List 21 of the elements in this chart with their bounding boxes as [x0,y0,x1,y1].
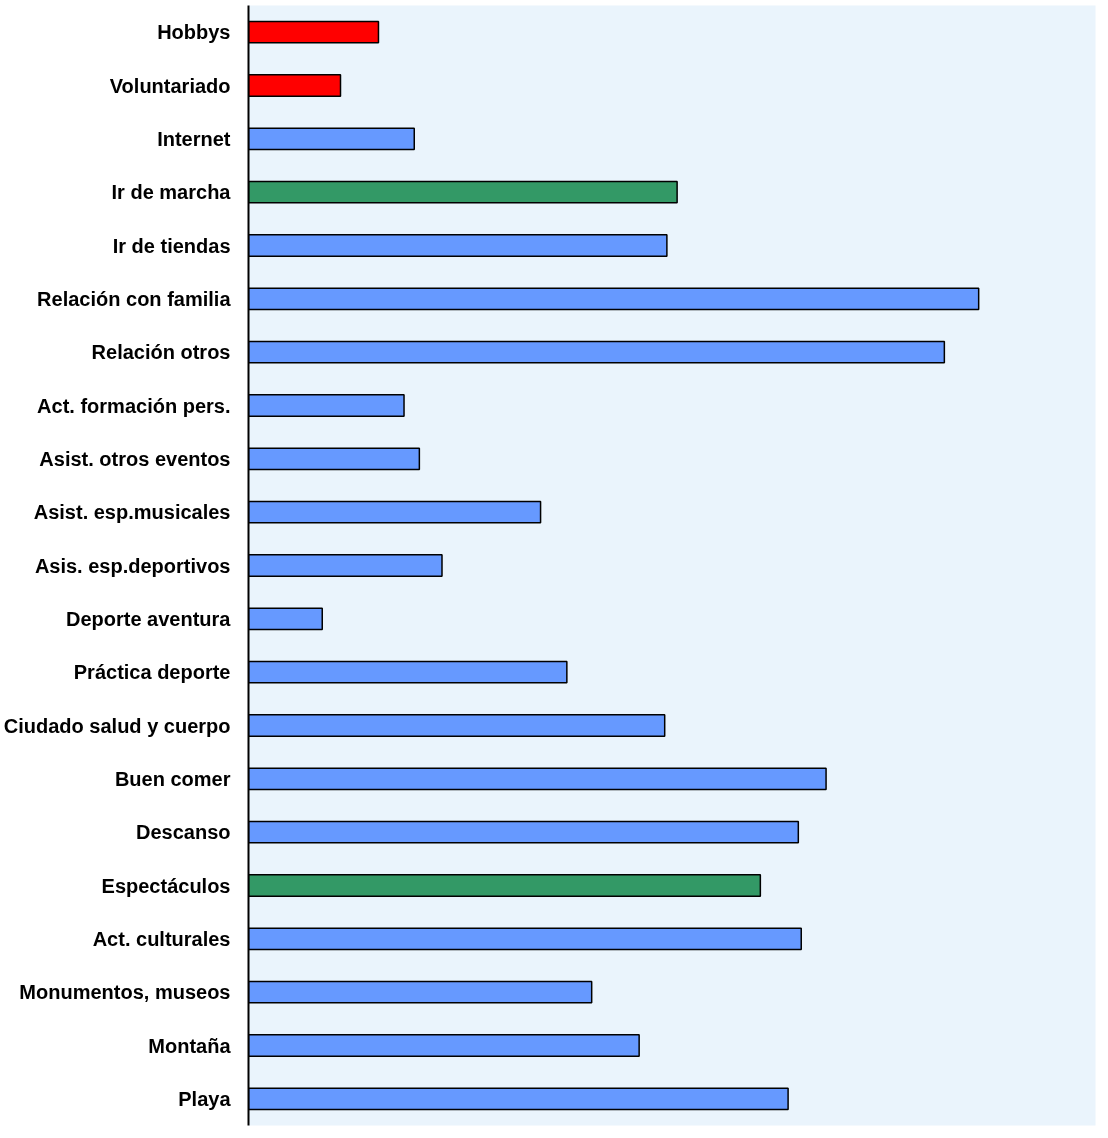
y-tick-label: Ciudado salud y cuerpo [3,714,231,737]
y-tick-label: Espectáculos [101,874,231,897]
y-tick-label: Playa [178,1087,232,1110]
y-tick-label: Relación con familia [37,287,232,310]
y-tick-label: Act. formación pers. [37,394,231,417]
y-tick-label: Asist. esp.musicales [33,501,231,524]
y-tick-label: Buen comer [114,767,231,790]
y-tick-label: Montaña [148,1034,232,1057]
y-tick-label: Asis. esp.deportivos [34,554,231,577]
y-tick-label: Hobbys [157,21,231,44]
y-tick-label: Práctica deporte [73,661,231,684]
y-tick-label: Act. culturales [92,927,231,950]
y-tick-label: Voluntariado [109,74,231,97]
y-tick-label: Ir de marcha [111,181,232,204]
y-tick-label: Monumentos, museos [19,981,231,1004]
y-tick-label: Internet [157,127,231,150]
y-tick-label: Deporte aventura [66,607,232,630]
y-tick-label: Relación otros [91,341,231,364]
y-tick-label: Descanso [136,821,231,844]
y-tick-label: Ir de tiendas [112,234,231,257]
y-tick-label: Asist. otros eventos [39,447,231,470]
